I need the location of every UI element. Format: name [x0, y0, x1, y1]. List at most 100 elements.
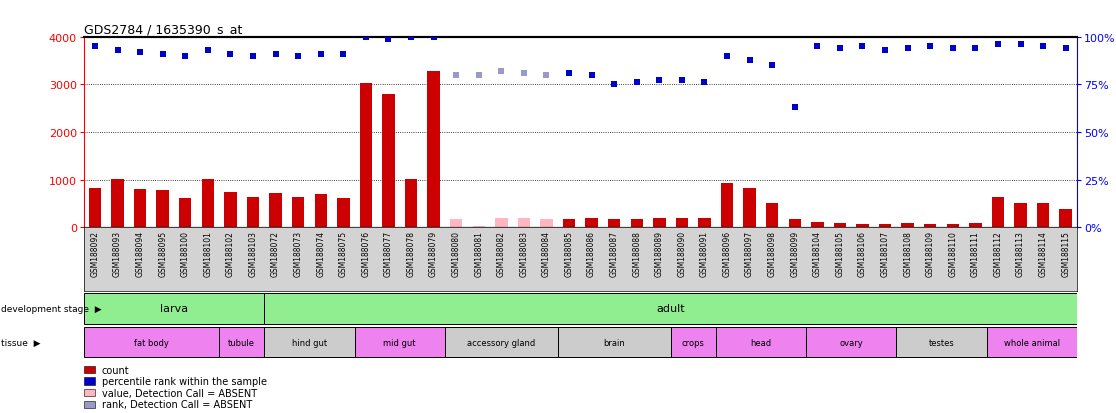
Text: rank, Detection Call = ABSENT: rank, Detection Call = ABSENT [102, 399, 252, 409]
Bar [856, 225, 868, 228]
Bar [879, 224, 892, 228]
Text: GSM188093: GSM188093 [113, 231, 122, 277]
Text: development stage  ▶: development stage ▶ [1, 304, 102, 313]
Text: hind gut: hind gut [292, 338, 327, 347]
Text: GSM188115: GSM188115 [1061, 231, 1070, 277]
Bar [355, 327, 445, 358]
Text: GSM188094: GSM188094 [136, 231, 145, 277]
Bar [292, 197, 305, 228]
Text: GSM188111: GSM188111 [971, 231, 980, 276]
Text: whole animal: whole animal [1003, 338, 1060, 347]
Bar [134, 190, 146, 228]
Bar [721, 184, 733, 228]
Text: percentile rank within the sample: percentile rank within the sample [102, 376, 267, 386]
Text: GSM188082: GSM188082 [497, 231, 506, 277]
Text: tubule: tubule [228, 338, 256, 347]
Bar [383, 95, 395, 228]
Bar [902, 224, 914, 228]
Bar [992, 197, 1004, 228]
Bar [112, 179, 124, 228]
Bar [743, 189, 756, 228]
Bar [472, 226, 485, 228]
Bar [264, 293, 1077, 324]
Bar [675, 218, 689, 228]
Text: GSM188089: GSM188089 [655, 231, 664, 277]
Bar [359, 84, 372, 228]
Bar [946, 224, 959, 228]
Text: GSM188078: GSM188078 [406, 231, 415, 277]
Text: crops: crops [682, 338, 704, 347]
Text: GSM188072: GSM188072 [271, 231, 280, 277]
Text: GSM188108: GSM188108 [903, 231, 912, 277]
Text: accessory gland: accessory gland [468, 338, 536, 347]
Text: count: count [102, 365, 129, 375]
Text: head: head [750, 338, 771, 347]
Bar [156, 191, 169, 228]
Text: GSM188083: GSM188083 [519, 231, 528, 277]
Bar [84, 293, 264, 324]
Text: GSM188112: GSM188112 [993, 231, 1002, 276]
Text: GSM188081: GSM188081 [474, 231, 483, 277]
Text: GSM188098: GSM188098 [768, 231, 777, 277]
Text: GSM188105: GSM188105 [836, 231, 845, 277]
Text: adult: adult [656, 304, 685, 313]
Text: GDS2784 / 1635390_s_at: GDS2784 / 1635390_s_at [84, 24, 242, 36]
Text: GSM188100: GSM188100 [181, 231, 190, 277]
Bar [89, 189, 102, 228]
Text: GSM188107: GSM188107 [881, 231, 889, 277]
Bar [631, 219, 643, 228]
Text: GSM188103: GSM188103 [249, 231, 258, 277]
Text: GSM188092: GSM188092 [90, 231, 99, 277]
Text: GSM188101: GSM188101 [203, 231, 212, 277]
Bar [766, 204, 778, 228]
Bar [1014, 204, 1027, 228]
Bar [699, 218, 711, 228]
Bar [264, 327, 355, 358]
Bar [247, 197, 259, 228]
Bar [219, 327, 264, 358]
Bar [987, 327, 1077, 358]
Text: larva: larva [160, 304, 189, 313]
Text: GSM188087: GSM188087 [609, 231, 618, 277]
Bar [179, 198, 192, 228]
Text: GSM188074: GSM188074 [316, 231, 325, 277]
Text: GSM188075: GSM188075 [339, 231, 348, 277]
Bar [811, 223, 824, 228]
Bar [806, 327, 896, 358]
Text: GSM188084: GSM188084 [542, 231, 551, 277]
Bar [586, 218, 598, 228]
Text: tissue  ▶: tissue ▶ [1, 338, 40, 347]
Text: GSM188110: GSM188110 [949, 231, 958, 277]
Bar [1059, 209, 1071, 228]
Bar [337, 198, 349, 228]
Text: GSM188102: GSM188102 [225, 231, 235, 277]
Text: GSM188109: GSM188109 [925, 231, 935, 277]
Bar [450, 220, 462, 228]
Bar [427, 72, 440, 228]
Bar [1037, 204, 1049, 228]
Text: mid gut: mid gut [384, 338, 416, 347]
Text: GSM188085: GSM188085 [565, 231, 574, 277]
Text: GSM188099: GSM188099 [790, 231, 799, 277]
Bar [834, 224, 846, 228]
Text: fat body: fat body [134, 338, 169, 347]
Text: value, Detection Call = ABSENT: value, Detection Call = ABSENT [102, 388, 257, 398]
Text: GSM188104: GSM188104 [812, 231, 821, 277]
Text: GSM188096: GSM188096 [722, 231, 732, 277]
Bar [202, 180, 214, 228]
Bar [405, 180, 417, 228]
Bar [789, 220, 801, 228]
Bar [924, 224, 936, 228]
Bar [653, 218, 665, 228]
Bar [896, 327, 987, 358]
Bar [558, 327, 671, 358]
Text: GSM188113: GSM188113 [1016, 231, 1024, 277]
Text: brain: brain [604, 338, 625, 347]
Bar [84, 327, 219, 358]
Bar [496, 218, 508, 228]
Bar [315, 194, 327, 228]
Text: GSM188088: GSM188088 [633, 231, 642, 277]
Text: GSM188095: GSM188095 [158, 231, 167, 277]
Text: GSM188097: GSM188097 [745, 231, 754, 277]
Bar [445, 327, 558, 358]
